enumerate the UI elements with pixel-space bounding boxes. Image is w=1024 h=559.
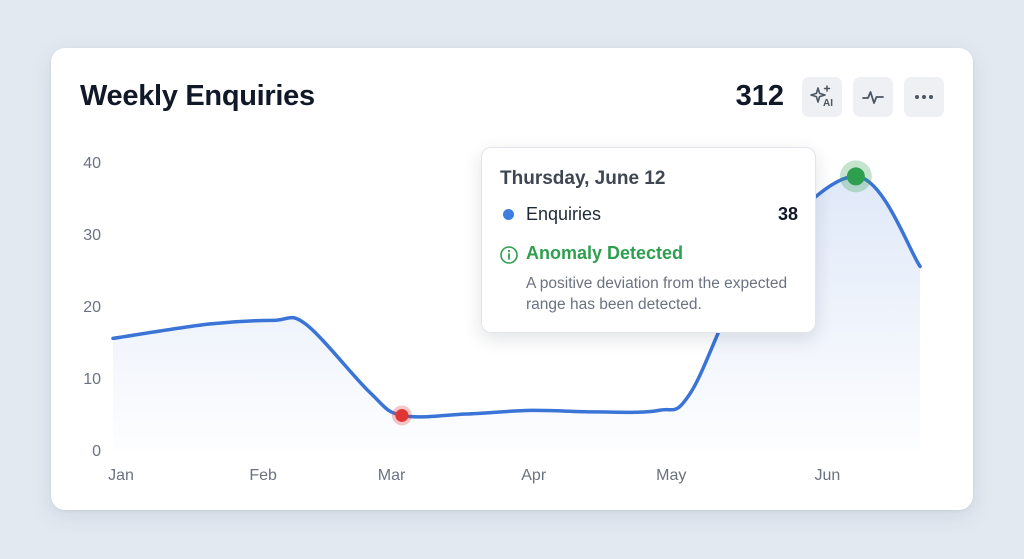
x-tick-label: Feb: [249, 467, 277, 484]
series-area-enquiries: [113, 176, 921, 450]
x-tick-label: May: [656, 467, 686, 484]
more-options-button[interactable]: [904, 77, 944, 117]
negative-anomaly-point[interactable]: [395, 408, 409, 422]
series-legend-dot: [503, 209, 514, 220]
y-tick-label: 20: [83, 299, 101, 316]
positive-anomaly-point[interactable]: [846, 167, 865, 186]
y-tick-label: 0: [92, 443, 101, 460]
anomaly-title: Anomaly Detected: [526, 243, 684, 263]
y-tick-label: 10: [83, 371, 101, 388]
more-icon: [915, 95, 933, 99]
anomaly-markers: [391, 160, 872, 426]
tooltip-series-name: Enquiries: [526, 204, 602, 224]
ai-label: AI: [823, 98, 833, 109]
tooltip-date: Thursday, June 12: [500, 168, 666, 189]
y-axis: 0 10 20 30 40: [83, 155, 101, 460]
chart-card: Weekly Enquiries 312 AI 0 10 20 30 40 Jan Feb…: [51, 48, 973, 510]
y-tick-label: 30: [83, 227, 101, 244]
anomaly-description: A positive deviation from the expected r…: [526, 275, 788, 313]
y-tick-label: 40: [83, 155, 101, 172]
x-tick-label: Mar: [378, 467, 406, 484]
x-tick-label: Jun: [815, 467, 841, 484]
total-count: 312: [735, 80, 784, 112]
x-tick-label: Jan: [108, 467, 134, 484]
tooltip-value: 38: [777, 204, 798, 224]
pulse-button[interactable]: [853, 77, 893, 117]
pulse-icon: [862, 91, 884, 104]
x-axis: Jan Feb Mar Apr May Jun: [108, 467, 840, 484]
data-tooltip: Thursday, June 12 Enquiries 38 Anomaly D…: [481, 147, 816, 333]
sparkle-ai-icon: AI: [810, 85, 833, 109]
x-tick-label: Apr: [521, 467, 547, 484]
ai-insights-button[interactable]: AI: [802, 77, 842, 117]
info-icon: [500, 246, 518, 264]
card-title: Weekly Enquiries: [80, 80, 315, 112]
